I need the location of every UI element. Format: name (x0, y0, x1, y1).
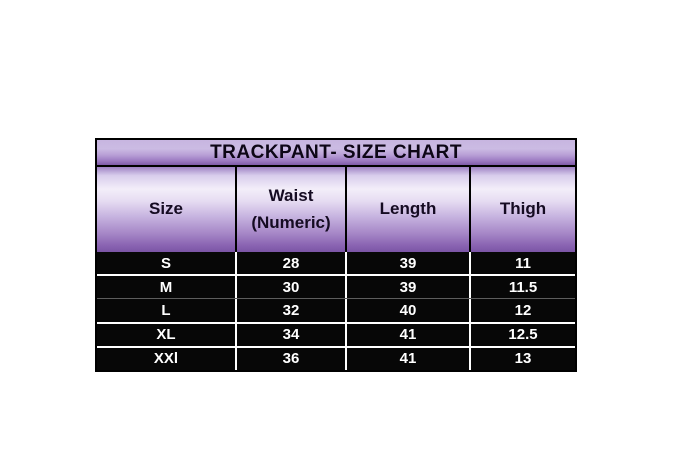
cell-size: XL (97, 323, 237, 346)
cell-size: XXl (97, 347, 237, 371)
table-row-xl: XL 34 41 12.5 (97, 323, 575, 348)
column-header-waist: Waist (Numeric) (237, 167, 347, 252)
cell-thigh: 11 (515, 254, 531, 272)
cell-size: L (97, 299, 237, 322)
table-header-row: Size Waist (Numeric) Length Thigh (97, 167, 575, 252)
size-chart-title: TRACKPANT- SIZE CHART (97, 140, 575, 167)
cell-thigh: 12.5 (508, 326, 538, 344)
cell-thigh: 13 (514, 350, 532, 368)
cell-length: 39 (347, 252, 471, 275)
column-header-length: Length (347, 167, 471, 252)
column-header-waist-label-line2: (Numeric) (251, 212, 331, 232)
size-chart-table: TRACKPANT- SIZE CHART Size Waist (Numeri… (95, 138, 577, 372)
cell-waist: 34 (237, 323, 347, 346)
table-row-s: S 28 39 11 (97, 252, 575, 277)
table-row-m: M 30 39 11.5 (97, 276, 575, 300)
cell-length: 39 (347, 276, 471, 299)
table-row-l: L 32 40 12 (97, 299, 575, 324)
column-header-length-label: Length (379, 199, 437, 219)
cell-length: 40 (347, 299, 471, 322)
column-header-size-label: Size (148, 199, 184, 219)
cell-waist: 28 (237, 252, 347, 275)
cell-waist: 32 (237, 299, 347, 322)
cell-waist: 36 (237, 347, 347, 371)
column-header-thigh-label: Thigh (499, 199, 547, 219)
cell-thigh: 12 (514, 302, 532, 319)
table-row-xxl: XXl 36 41 13 (97, 347, 575, 371)
cell-size: M (97, 276, 237, 299)
cell-size: S (97, 252, 237, 275)
table-body: S 28 39 11 M 30 39 11.5 L 32 40 12 XL 34… (97, 252, 575, 371)
cell-length: 41 (347, 323, 471, 346)
column-header-waist-label-line1: Waist (268, 186, 314, 206)
cell-waist: 30 (237, 276, 347, 299)
cell-thigh: 11.5 (508, 278, 538, 296)
column-header-thigh: Thigh (471, 167, 575, 252)
column-header-size: Size (97, 167, 237, 252)
cell-length: 41 (347, 347, 471, 371)
